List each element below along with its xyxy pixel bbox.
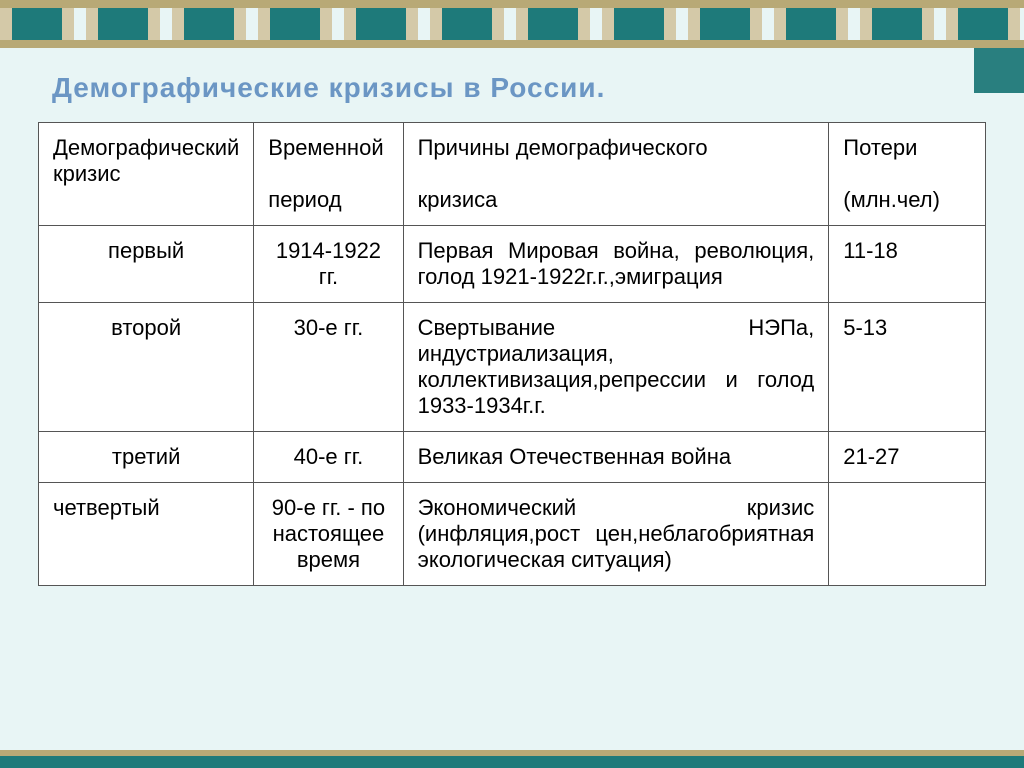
header-period: Временной период: [254, 123, 403, 226]
crisis-table: Демографический кризис Временной период …: [38, 122, 986, 586]
slide-top-border: [0, 0, 1024, 48]
cell-causes: Экономический кризис (инфляция,рост цен,…: [403, 483, 829, 586]
cell-losses: 11-18: [829, 226, 986, 303]
cell-period: 90-е гг. - по настоящее время: [254, 483, 403, 586]
cell-crisis: второй: [39, 303, 254, 432]
cell-crisis: первый: [39, 226, 254, 303]
cell-losses: 21-27: [829, 432, 986, 483]
slide-content: Демографический кризис Временной период …: [0, 122, 1024, 586]
cell-losses: 5-13: [829, 303, 986, 432]
cell-period: 1914-1922 гг.: [254, 226, 403, 303]
cell-causes: Первая Мировая война, революция, голод 1…: [403, 226, 829, 303]
table-header-row: Демографический кризис Временной период …: [39, 123, 986, 226]
header-causes-line2: кризиса: [418, 187, 498, 212]
table-row: второй 30-е гг. Свертывание НЭПа, индуст…: [39, 303, 986, 432]
cell-period: 40-е гг.: [254, 432, 403, 483]
table-row: первый 1914-1922 гг. Первая Мировая войн…: [39, 226, 986, 303]
corner-accent: [974, 48, 1024, 93]
cell-crisis: четвертый: [39, 483, 254, 586]
header-crisis: Демографический кризис: [39, 123, 254, 226]
header-period-line1: Временной: [268, 135, 383, 160]
cell-causes: Великая Отечественная война: [403, 432, 829, 483]
cell-period: 30-е гг.: [254, 303, 403, 432]
slide-bottom-border: [0, 750, 1024, 768]
table-row: четвертый 90-е гг. - по настоящее время …: [39, 483, 986, 586]
header-losses: Потери (млн.чел): [829, 123, 986, 226]
slide-title: Демографические кризисы в России.: [0, 48, 1024, 122]
header-losses-line2: (млн.чел): [843, 187, 940, 212]
cell-causes: Свертывание НЭПа, индустриализация, колл…: [403, 303, 829, 432]
header-period-line2: период: [268, 187, 341, 212]
header-causes: Причины демографического кризиса: [403, 123, 829, 226]
table-row: третий 40-е гг. Великая Отечественная во…: [39, 432, 986, 483]
cell-losses: [829, 483, 986, 586]
cell-crisis: третий: [39, 432, 254, 483]
header-losses-line1: Потери: [843, 135, 917, 160]
header-causes-line1: Причины демографического: [418, 135, 708, 160]
